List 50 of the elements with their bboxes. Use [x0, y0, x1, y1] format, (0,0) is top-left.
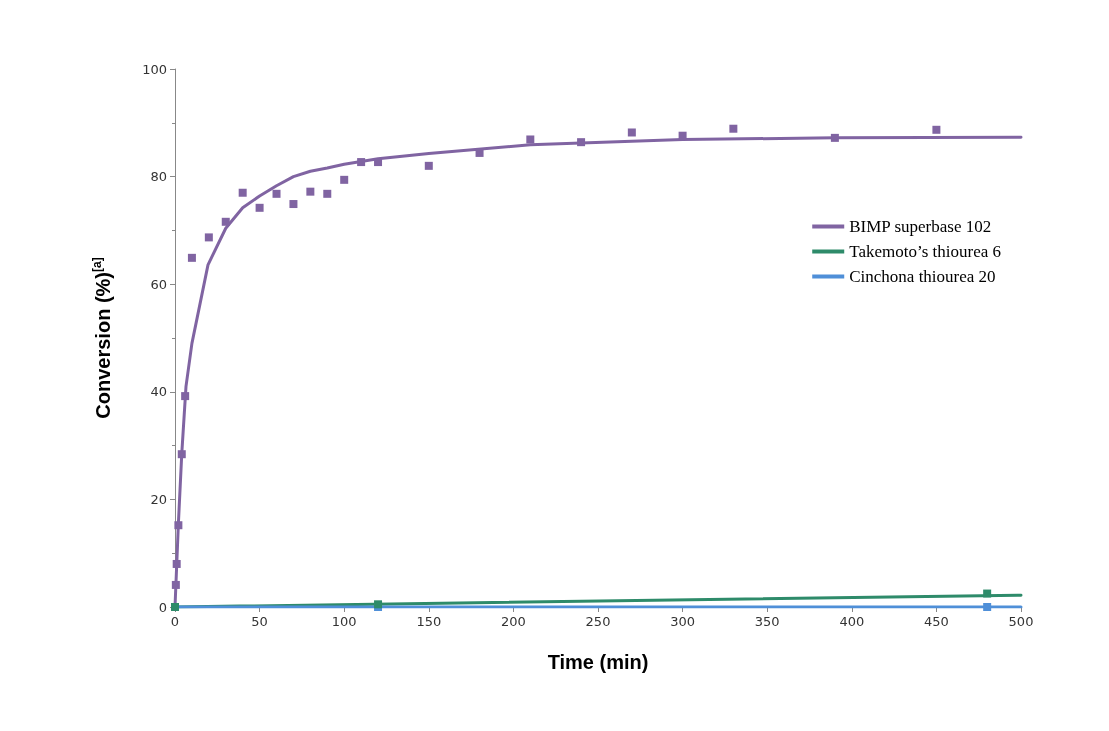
legend-label: Takemoto’s thiourea 6 — [849, 242, 1002, 261]
legend-label: Cinchona thiourea 20 — [849, 267, 996, 286]
point — [374, 158, 383, 167]
point — [306, 187, 315, 196]
point — [830, 133, 839, 142]
point — [424, 161, 433, 170]
point — [577, 138, 586, 147]
point — [357, 158, 366, 167]
point — [172, 559, 181, 568]
point — [177, 450, 186, 459]
point — [174, 521, 183, 530]
point — [204, 233, 213, 242]
y-axis-title: Conversion (%)[a] — [90, 257, 114, 419]
point — [171, 603, 179, 611]
y-tick-label: 0 — [158, 599, 167, 615]
point — [323, 189, 332, 198]
x-tick-label: 0 — [170, 614, 180, 629]
legend-label: BIMP superbase 102 — [849, 217, 992, 236]
point — [255, 203, 264, 212]
point — [272, 189, 281, 198]
point — [238, 188, 247, 197]
y-tick-label: 80 — [150, 169, 167, 185]
point — [526, 135, 535, 144]
x-tick-label: 50 — [251, 614, 268, 629]
point — [187, 253, 196, 262]
x-tick-label: 450 — [923, 614, 949, 629]
point — [289, 200, 298, 209]
y-tick-label: 20 — [150, 491, 167, 507]
point — [729, 124, 738, 133]
x-tick-label: 100 — [331, 614, 357, 629]
x-tick-label: 400 — [839, 614, 865, 629]
x-tick-label: 350 — [754, 614, 780, 629]
x-tick-label: 500 — [1008, 614, 1034, 629]
point — [983, 603, 992, 611]
x-tick-label: 300 — [670, 614, 696, 629]
point — [678, 131, 687, 140]
y-tick-label: 60 — [150, 276, 167, 292]
point — [181, 392, 190, 401]
point — [627, 128, 636, 137]
point — [340, 175, 349, 184]
point — [932, 125, 941, 134]
y-tick-label: 100 — [142, 61, 167, 77]
point — [171, 580, 180, 589]
x-tick-label: 250 — [585, 614, 611, 629]
x-axis-title: Time (min) — [547, 651, 649, 673]
x-tick-label: 150 — [416, 614, 442, 629]
point — [221, 217, 230, 226]
point — [983, 589, 992, 598]
x-tick-label: 200 — [500, 614, 526, 629]
y-tick-label: 40 — [150, 384, 167, 400]
